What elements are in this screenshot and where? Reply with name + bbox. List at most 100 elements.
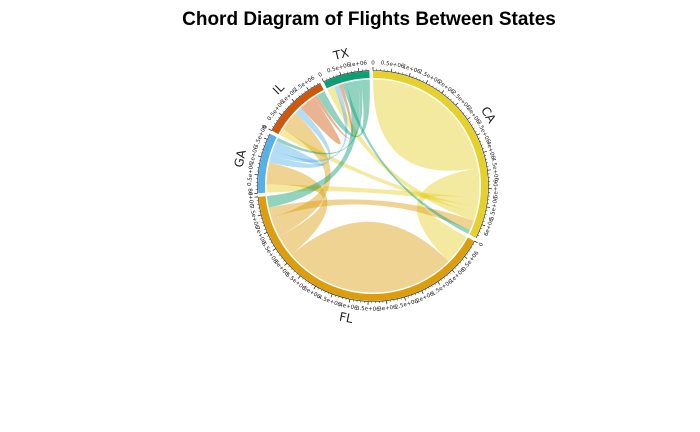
tick-label: 5.5e+06: [489, 196, 499, 221]
tick-mark: [296, 273, 298, 275]
tick-mark: [467, 117, 471, 120]
tick-mark: [450, 98, 452, 101]
tick-mark: [469, 121, 471, 123]
tick-mark: [261, 221, 264, 223]
tick-mark: [479, 141, 482, 143]
tick-mark: [462, 112, 465, 114]
tick-label: 7.5e+06: [248, 205, 260, 230]
tick-mark: [262, 145, 265, 147]
tick-mark: [272, 248, 277, 251]
tick-mark: [262, 225, 265, 227]
tick-label: 5e+06: [493, 179, 499, 198]
tick-axis-ca: [372, 70, 489, 239]
tick-mark: [348, 299, 351, 303]
tick-mark: [473, 127, 475, 129]
tick-mark: [464, 256, 468, 259]
tick-mark: [476, 133, 481, 136]
tick-mark: [285, 108, 287, 110]
tick-label: 0: [262, 124, 269, 130]
tick-mark: [287, 105, 290, 107]
tick-mark: [434, 283, 436, 286]
tick-mark: [267, 135, 269, 137]
tick-label: 1e+06: [249, 145, 260, 165]
tick-mark: [462, 259, 464, 261]
tick-mark: [408, 72, 411, 77]
sector-tracks: [258, 71, 488, 301]
tick-mark: [414, 293, 416, 296]
tick-mark: [332, 75, 334, 78]
tick-mark: [291, 98, 295, 102]
tick-label: 0: [318, 72, 324, 79]
tick-mark: [415, 77, 417, 79]
tick-mark: [435, 87, 437, 90]
tick-mark: [334, 295, 336, 297]
tick-mark: [412, 75, 414, 78]
tick-mark: [482, 148, 485, 150]
tick-mark: [326, 78, 328, 81]
tick-label: 4.5e+06: [490, 157, 499, 182]
link-ga-tx: [271, 85, 348, 163]
link-il-il: [300, 97, 341, 145]
tick-mark: [273, 123, 276, 125]
link-ca-fl: [416, 168, 480, 262]
tick-mark: [311, 284, 313, 286]
tick-mark: [444, 93, 446, 96]
link-tx-fl: [266, 80, 360, 208]
tick-mark: [304, 90, 306, 93]
tick-label: 7e+06: [253, 226, 266, 246]
tick-mark: [301, 92, 303, 95]
tick-mark: [455, 102, 459, 106]
tick-mark: [478, 137, 480, 139]
tick-mark: [407, 295, 409, 298]
tick-axis-il: [271, 82, 321, 131]
chord-links: [266, 79, 480, 293]
tick-mark: [424, 288, 427, 291]
tick-mark: [305, 280, 307, 282]
sector-track-ca: [373, 71, 488, 238]
link-ca-ca: [373, 79, 478, 171]
tick-mark: [310, 86, 312, 89]
tick-mark: [419, 78, 421, 81]
tick-mark: [308, 282, 310, 284]
tick-mark: [324, 291, 326, 293]
link-fl-il: [271, 112, 331, 237]
tick-mark: [283, 260, 285, 262]
tick-mark: [437, 281, 441, 285]
tick-mark: [438, 89, 440, 92]
tick-mark: [440, 279, 442, 282]
tick-mark: [474, 130, 477, 133]
chart-title: Chord Diagram of Flights Between States: [182, 9, 556, 30]
link-ga-il: [269, 107, 331, 168]
sector-track-ga: [258, 133, 277, 194]
link-ga-ga: [272, 140, 324, 167]
tick-mark: [431, 285, 433, 288]
tick-mark: [288, 265, 290, 268]
tick-mark: [264, 228, 266, 230]
sector-label-fl: FL: [338, 310, 354, 326]
sector-track-tx: [323, 71, 370, 89]
tick-mark: [339, 71, 342, 76]
tick-mark: [454, 267, 457, 269]
tick-mark: [470, 247, 473, 249]
tick-mark: [465, 115, 467, 117]
tick-mark: [482, 220, 485, 222]
tick-mark: [293, 270, 296, 273]
tick-mark: [278, 254, 281, 256]
tick-mark: [280, 257, 283, 259]
tick-mark: [457, 106, 460, 109]
tick-mark: [268, 238, 271, 240]
tick-mark: [275, 119, 278, 122]
tick-mark: [452, 101, 455, 103]
sector-track-il: [272, 83, 324, 135]
tick-mark: [282, 111, 285, 113]
tick-mark: [421, 290, 424, 295]
tick-mark: [447, 96, 449, 98]
tick-mark: [321, 289, 323, 292]
tick-mark: [263, 137, 268, 140]
tick-mark: [317, 287, 320, 290]
tick-label: 0.5e+06: [380, 60, 405, 70]
tick-label: 1e+06: [348, 60, 368, 68]
tick-label: 1e+06: [402, 64, 422, 76]
tick-mark: [429, 83, 431, 86]
